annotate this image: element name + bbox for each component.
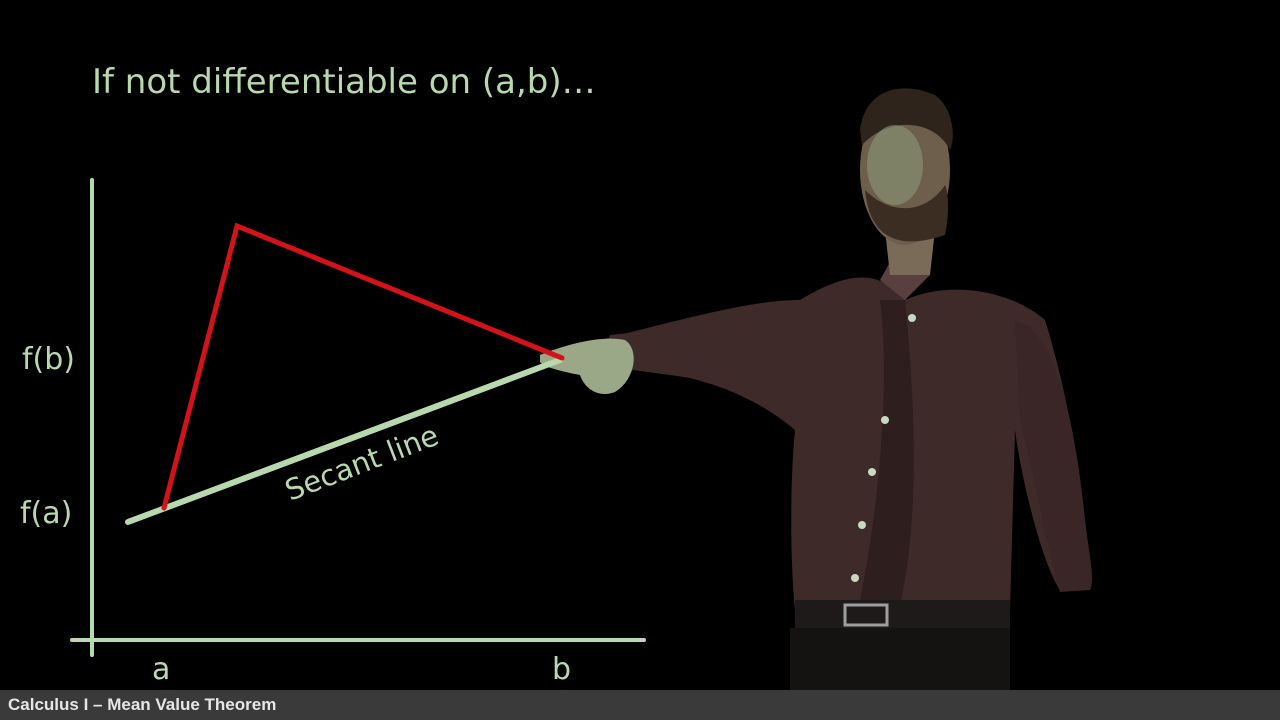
label-f-of-b: f(b)	[22, 342, 76, 377]
footer-bar: Calculus I – Mean Value Theorem	[0, 690, 1280, 720]
slide-title: If not differentiable on (a,b)…	[92, 62, 596, 102]
label-a: a	[152, 652, 171, 687]
label-f-of-a: f(a)	[20, 496, 73, 531]
secant-line	[125, 357, 563, 525]
non-differentiable-curve	[161, 222, 565, 511]
label-b: b	[552, 652, 572, 687]
course-title: Calculus I – Mean Value Theorem	[8, 695, 277, 714]
